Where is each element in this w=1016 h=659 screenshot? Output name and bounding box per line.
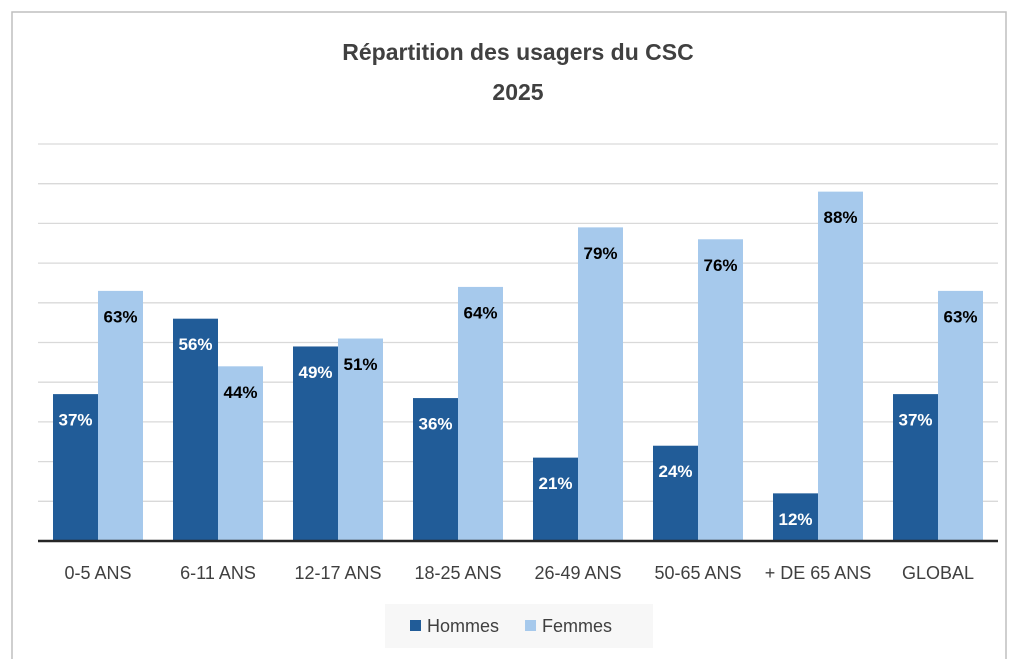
- x-tick-label: 18-25 ANS: [414, 563, 501, 583]
- legend-swatch: [525, 620, 537, 631]
- data-label: 36%: [418, 415, 452, 434]
- data-label: 12%: [778, 510, 812, 529]
- bar: [338, 338, 383, 541]
- bar: [653, 445, 698, 541]
- data-label: 24%: [658, 462, 692, 481]
- bar: [173, 318, 218, 541]
- bar: [938, 290, 983, 541]
- legend-label: Hommes: [427, 616, 499, 636]
- chart-frame: [11, 11, 1007, 659]
- bar: [53, 394, 98, 541]
- data-label: 37%: [58, 411, 92, 430]
- x-tick-label: 0-5 ANS: [64, 563, 131, 583]
- data-label: 88%: [823, 208, 857, 227]
- x-tick-label: 12-17 ANS: [294, 563, 381, 583]
- data-label: 51%: [343, 355, 377, 374]
- bar: [458, 286, 503, 541]
- chart-subtitle: 2025: [492, 79, 543, 105]
- bar: [98, 290, 143, 541]
- bar: [533, 457, 578, 541]
- bar: [698, 239, 743, 541]
- bar: [818, 191, 863, 541]
- x-tick-label: 50-65 ANS: [654, 563, 741, 583]
- bar: [218, 366, 263, 541]
- x-tick-label: 6-11 ANS: [180, 563, 256, 583]
- data-label: 37%: [898, 411, 932, 430]
- data-label: 63%: [103, 307, 137, 326]
- bar: [773, 493, 818, 541]
- x-tick-label: GLOBAL: [902, 563, 974, 583]
- bar: [413, 398, 458, 541]
- data-label: 63%: [943, 307, 977, 326]
- x-tick-label: 26-49 ANS: [534, 563, 621, 583]
- data-label: 64%: [463, 303, 497, 322]
- data-label: 56%: [178, 335, 212, 354]
- x-tick-label: + DE 65 ANS: [765, 563, 872, 583]
- data-label: 49%: [298, 363, 332, 382]
- data-label: 44%: [223, 383, 257, 402]
- bar: [578, 227, 623, 541]
- data-label: 21%: [538, 474, 572, 493]
- chart-title: Répartition des usagers du CSC: [342, 39, 693, 65]
- legend-swatch: [410, 620, 421, 631]
- legend-label: Femmes: [542, 616, 612, 636]
- legend-box: [385, 604, 653, 648]
- data-label: 76%: [703, 256, 737, 275]
- data-label: 79%: [583, 244, 617, 263]
- bar: [893, 394, 938, 541]
- bar: [293, 346, 338, 541]
